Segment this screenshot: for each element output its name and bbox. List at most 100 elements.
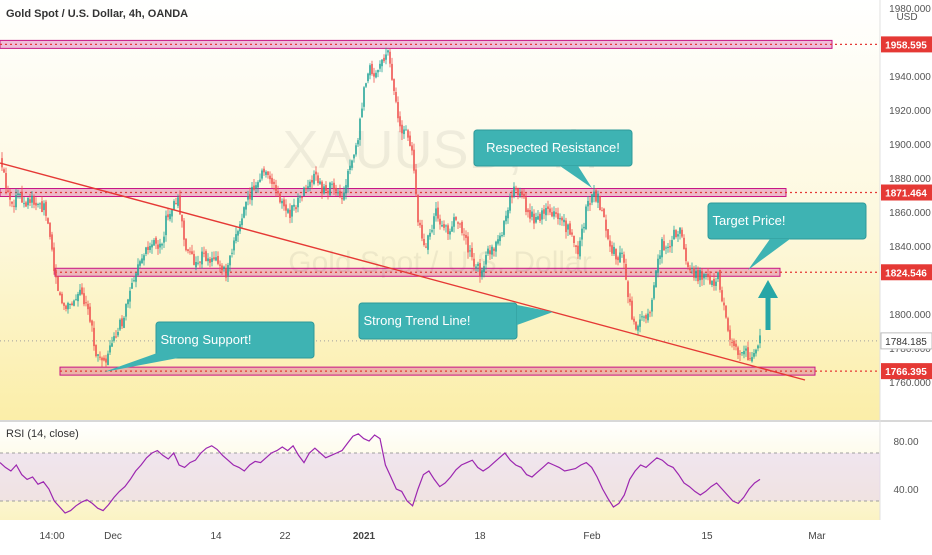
price-tick-label: 1880.000 — [889, 174, 931, 185]
candle-bearish — [577, 241, 579, 259]
time-tick-label: Mar — [808, 531, 826, 542]
candle-bullish — [659, 250, 661, 265]
price-tick-label: 1780.000 — [889, 344, 931, 355]
candle-bullish — [281, 198, 283, 209]
candle-bullish — [195, 256, 197, 271]
candle-bearish — [543, 205, 545, 220]
candle-bearish — [723, 297, 725, 311]
candle-bearish — [41, 196, 43, 213]
callout-target-price[interactable]: Target Price! — [707, 202, 867, 270]
candle-bearish — [719, 269, 721, 293]
candle-bearish — [735, 340, 737, 351]
price-level-value: 1824.546 — [885, 268, 927, 279]
candle-bearish — [339, 184, 341, 199]
candle-bearish — [473, 252, 475, 271]
candle-bearish — [747, 341, 749, 361]
candle-bearish — [311, 175, 313, 190]
callout-pointer — [560, 166, 592, 188]
candle-bearish — [439, 214, 441, 230]
candle-bearish — [335, 184, 337, 196]
candle-bullish — [207, 253, 209, 266]
candle-bullish — [107, 350, 109, 366]
candle-bearish — [749, 352, 751, 362]
candle-bullish — [39, 202, 41, 209]
candle-bullish — [501, 232, 503, 238]
callout-pointer — [104, 352, 178, 372]
candle-bullish — [235, 227, 237, 244]
candle-bullish — [233, 237, 235, 255]
candle-bullish — [655, 269, 657, 288]
price-level-value: 1958.595 — [885, 40, 927, 51]
candle-bearish — [183, 218, 185, 247]
target-arrow-head — [758, 280, 778, 298]
candle-bearish — [63, 302, 65, 311]
candle-bearish — [733, 338, 735, 351]
candle-bullish — [703, 272, 705, 286]
candle-bearish — [13, 199, 15, 213]
candle-bearish — [555, 208, 557, 218]
candle-bullish — [363, 86, 365, 111]
candlestick-series — [1, 47, 761, 367]
candle-bearish — [249, 187, 251, 205]
price-tick-label: 1940.000 — [889, 72, 931, 83]
candle-bullish — [127, 298, 129, 308]
candle-bullish — [223, 265, 225, 272]
candle-bearish — [181, 214, 183, 228]
candle-bullish — [111, 336, 113, 347]
candle-bullish — [197, 255, 199, 266]
candle-bullish — [745, 345, 747, 357]
candle-bearish — [105, 354, 107, 367]
time-tick-label: 22 — [279, 531, 291, 542]
candle-bullish — [353, 153, 355, 163]
target-arrow[interactable] — [758, 280, 778, 330]
callout-respected-resistance[interactable]: Respected Resistance! — [473, 129, 633, 188]
time-axis-background — [0, 520, 880, 550]
candle-bullish — [487, 245, 489, 256]
candle-bearish — [489, 245, 491, 260]
candle-bearish — [225, 263, 227, 282]
candle-bullish — [329, 181, 331, 196]
callout-box — [155, 321, 315, 359]
candle-bullish — [671, 235, 673, 254]
candle-bullish — [173, 199, 175, 211]
candle-bearish — [371, 60, 373, 76]
candle-bearish — [669, 239, 671, 253]
candle-bullish — [581, 224, 583, 247]
candle-bearish — [629, 293, 631, 306]
candle-bearish — [689, 265, 691, 273]
candle-bullish — [497, 235, 499, 246]
candle-bearish — [21, 185, 23, 203]
candle-bullish — [597, 190, 599, 209]
candle-bullish — [161, 242, 163, 250]
candle-bullish — [345, 179, 347, 200]
time-tick-label: 18 — [474, 531, 486, 542]
candle-bullish — [403, 125, 405, 139]
candle-bullish — [495, 240, 497, 257]
candle-bearish — [465, 230, 467, 245]
trend-line[interactable] — [0, 162, 806, 381]
candle-bullish — [695, 265, 697, 282]
candle-bearish — [709, 270, 711, 286]
candle-bullish — [505, 210, 507, 225]
candle-bullish — [149, 242, 151, 253]
candle-bullish — [665, 245, 667, 255]
candle-bearish — [263, 166, 265, 176]
callout-strong-trend-line[interactable]: Strong Trend Line! — [358, 302, 553, 340]
candle-bullish — [593, 184, 595, 203]
time-tick-label: Dec — [104, 531, 122, 542]
candle-bearish — [707, 267, 709, 281]
callout-strong-support[interactable]: Strong Support! — [104, 321, 315, 372]
candle-bullish — [119, 318, 121, 332]
candle-bearish — [221, 263, 223, 275]
candle-bullish — [441, 220, 443, 228]
candle-bearish — [447, 223, 449, 241]
candle-bullish — [109, 340, 111, 355]
candle-bullish — [229, 255, 231, 272]
candle-bullish — [361, 102, 363, 118]
candle-bullish — [331, 181, 333, 189]
candle-bearish — [533, 209, 535, 230]
candle-bullish — [237, 229, 239, 242]
price-tick-label: 1980.000 — [889, 4, 931, 15]
candle-bullish — [429, 229, 431, 240]
